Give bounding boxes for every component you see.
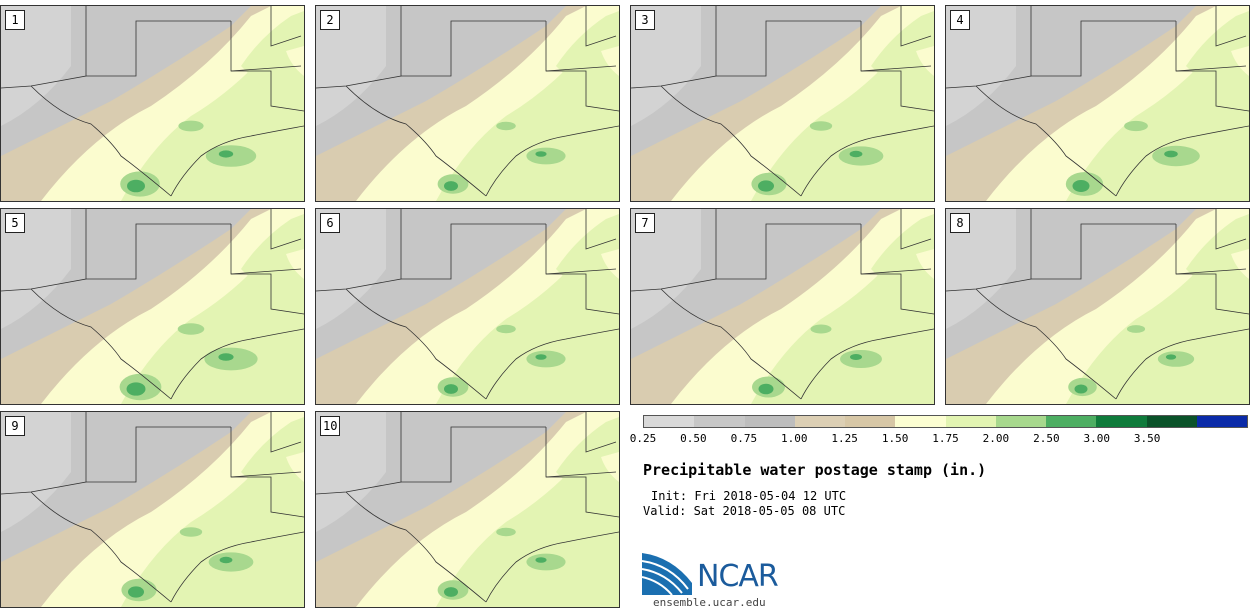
member-number: 8 bbox=[950, 213, 970, 233]
colorbar-tick-label: 0.50 bbox=[680, 432, 707, 445]
pw-map bbox=[631, 209, 934, 404]
pw-map bbox=[946, 6, 1249, 201]
ensemble-member-panel[interactable]: 4 bbox=[945, 5, 1250, 202]
colorbar-bin bbox=[744, 416, 795, 427]
init-time: Init: Fri 2018-05-04 12 UTC bbox=[651, 489, 847, 503]
ensemble-member-panel[interactable]: 8 bbox=[945, 208, 1250, 405]
ensemble-member-panel[interactable]: 9 bbox=[0, 411, 305, 608]
ensemble-member-panel[interactable]: 6 bbox=[315, 208, 620, 405]
ncar-url[interactable]: ensemble.ucar.edu bbox=[653, 596, 766, 609]
member-number: 9 bbox=[5, 416, 25, 436]
member-number: 4 bbox=[950, 10, 970, 30]
pw-map bbox=[1, 6, 304, 201]
colorbar-bin bbox=[845, 416, 896, 427]
colorbar-tick-label: 0.75 bbox=[730, 432, 758, 445]
colorbar-tick-label: 2.00 bbox=[982, 432, 1010, 445]
member-number: 7 bbox=[635, 213, 655, 233]
member-number: 6 bbox=[320, 213, 340, 233]
colorbar-bin bbox=[794, 416, 845, 427]
ensemble-member-panel[interactable]: 2 bbox=[315, 5, 620, 202]
member-number: 1 bbox=[5, 10, 25, 30]
ensemble-member-panel[interactable]: 7 bbox=[630, 208, 935, 405]
ensemble-member-panel[interactable]: 5 bbox=[0, 208, 305, 405]
colorbar-bin bbox=[694, 416, 745, 427]
colorbar-bin bbox=[995, 416, 1046, 427]
colorbar-bin bbox=[1196, 416, 1247, 427]
member-number: 3 bbox=[635, 10, 655, 30]
member-number: 10 bbox=[320, 416, 341, 436]
colorbar-tick-label: 1.50 bbox=[881, 432, 909, 445]
valid-time: Valid: Sat 2018-05-05 08 UTC bbox=[643, 504, 846, 518]
pw-map bbox=[316, 412, 619, 607]
pw-map bbox=[1, 209, 304, 404]
pw-map bbox=[1, 412, 304, 607]
colorbar bbox=[643, 415, 1248, 428]
ensemble-member-panel[interactable]: 1 bbox=[0, 5, 305, 202]
colorbar-bin bbox=[1096, 416, 1147, 427]
colorbar-tick-label: 3.50 bbox=[1133, 432, 1161, 445]
colorbar-bin bbox=[644, 416, 695, 427]
colorbar-tick-label: 0.25 bbox=[629, 432, 657, 445]
pw-map bbox=[631, 6, 934, 201]
member-number: 5 bbox=[5, 213, 25, 233]
colorbar-tick-label: 1.00 bbox=[781, 432, 808, 445]
pw-map bbox=[316, 6, 619, 201]
colorbar-bin bbox=[895, 416, 946, 427]
colorbar-tick-label: 1.25 bbox=[831, 432, 858, 445]
ensemble-member-panel[interactable]: 10 bbox=[315, 411, 620, 608]
colorbar-bin bbox=[1046, 416, 1097, 427]
ncar-logo-icon bbox=[642, 553, 692, 595]
ensemble-member-panel[interactable]: 3 bbox=[630, 5, 935, 202]
colorbar-tick-label: 1.75 bbox=[932, 432, 959, 445]
ncar-logo-text: NCAR bbox=[697, 559, 779, 594]
member-number: 2 bbox=[320, 10, 340, 30]
colorbar-bin bbox=[945, 416, 996, 427]
colorbar-tick-labels: 0.25 0.50 0.75 1.00 1.25 1.50 1.75 2.00 2.50 3.00… bbox=[630, 432, 1248, 448]
plot-title: Precipitable water postage stamp (in.) bbox=[643, 461, 987, 479]
colorbar-tick-label: 3.00 bbox=[1083, 432, 1111, 445]
colorbar-tick-label: 2.50 bbox=[1033, 432, 1060, 445]
colorbar-bin bbox=[1146, 416, 1197, 427]
pw-map bbox=[316, 209, 619, 404]
pw-map bbox=[946, 209, 1249, 404]
